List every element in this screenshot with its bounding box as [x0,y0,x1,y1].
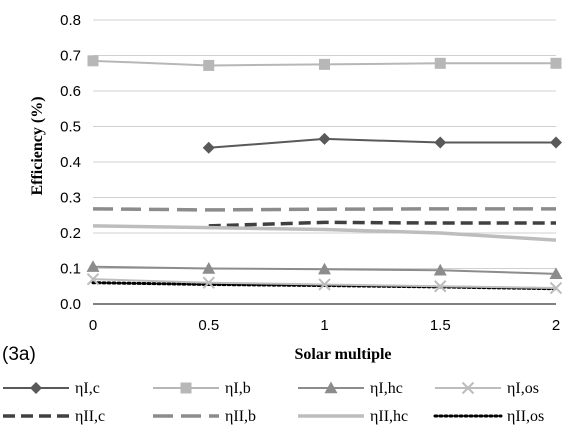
legend-item-ii-b: ηII,b [153,408,256,425]
series-line-ii-hc [92,224,557,242]
y-tick-label: 0.7 [60,48,81,65]
panel-label: (3a) [2,344,36,365]
series-i-c [202,132,562,154]
y-tick-label: 0.6 [60,83,81,100]
legend-item-ii-c: ηII,c [3,408,105,425]
legend-label: ηII,hc [370,408,408,425]
series-i-hc [86,260,563,280]
series-group [86,55,563,295]
data-point-i-hc [86,260,100,272]
legend-marker [180,382,192,394]
y-tick-label: 0.0 [60,296,81,313]
data-point-i-hc [549,267,563,280]
data-point-i-hc [433,263,447,276]
data-point-i-os [202,276,215,289]
legend-marker [461,381,475,395]
data-point-i-hc [202,262,216,274]
y-tick-label: 0.5 [60,119,81,136]
series-line-i-c [208,137,556,149]
data-point-i-os [434,280,447,293]
y-tick-label: 0.1 [60,261,81,278]
y-tick-label: 0.3 [60,190,81,207]
y-tick-label: 0.2 [60,225,81,242]
data-point-i-b [434,57,446,69]
x-tick-label: 0 [89,317,97,334]
x-tick-label: 0.5 [198,317,219,334]
series-line-ii-b [92,207,556,212]
data-point-i-b [203,59,215,71]
x-axis-label: Solar multiple [294,346,391,363]
x-tick-label: 1 [320,317,328,334]
data-point-i-b [87,55,99,67]
series-line-ii-c [208,220,556,228]
legend-item-i-c: ηI,c [3,380,100,397]
data-point-i-os [86,272,100,286]
series-i-os [86,272,563,295]
series-ii-hc [92,224,557,242]
legend-label: ηI,b [225,380,251,397]
legend-item-i-hc: ηI,hc [298,380,403,397]
y-tick-labels: 0.0 0.1 0.2 0.3 0.4 0.5 0.6 0.7 0.8 [60,12,81,313]
data-point-i-b [550,57,562,69]
legend-item-ii-os: ηII,os [433,408,544,425]
legend-label: ηII,c [75,408,105,425]
data-point-i-hc [318,262,331,275]
data-point-i-c [318,132,331,145]
data-point-i-b [319,58,330,70]
legend-marker [30,382,42,394]
x-tick-labels: 0 0.5 1 1.5 2 [89,317,560,334]
series-ii-b [92,207,556,212]
legend-label: ηI,os [507,380,539,397]
data-point-i-os [318,278,331,291]
y-axis-label: Efficiency (%) [29,96,46,195]
data-point-i-c [434,136,447,149]
legend-label: ηII,os [507,408,544,425]
legend-item-i-b: ηI,b [153,380,251,397]
grid-lines [93,19,556,269]
legend-item-i-os: ηI,os [435,380,539,397]
data-point-i-c [550,136,562,149]
data-point-i-os [549,281,563,295]
legend: ηI,c ηI,b ηI,hc ηI,os ηII,c ηII,b ηII,hc ηII,os [3,380,544,425]
x-tick-label: 2 [552,317,560,334]
legend-marker [324,381,338,394]
series-ii-c [208,220,556,228]
y-tick-label: 0.4 [60,154,81,171]
x-tick-label: 1.5 [430,317,451,334]
data-point-i-c [202,141,215,154]
legend-label: ηII,b [225,408,256,425]
y-tick-label: 0.8 [60,12,81,29]
legend-label: ηI,hc [370,380,403,397]
legend-label: ηI,c [75,380,100,397]
series-i-b [87,55,562,71]
legend-item-ii-hc: ηII,hc [298,408,408,425]
